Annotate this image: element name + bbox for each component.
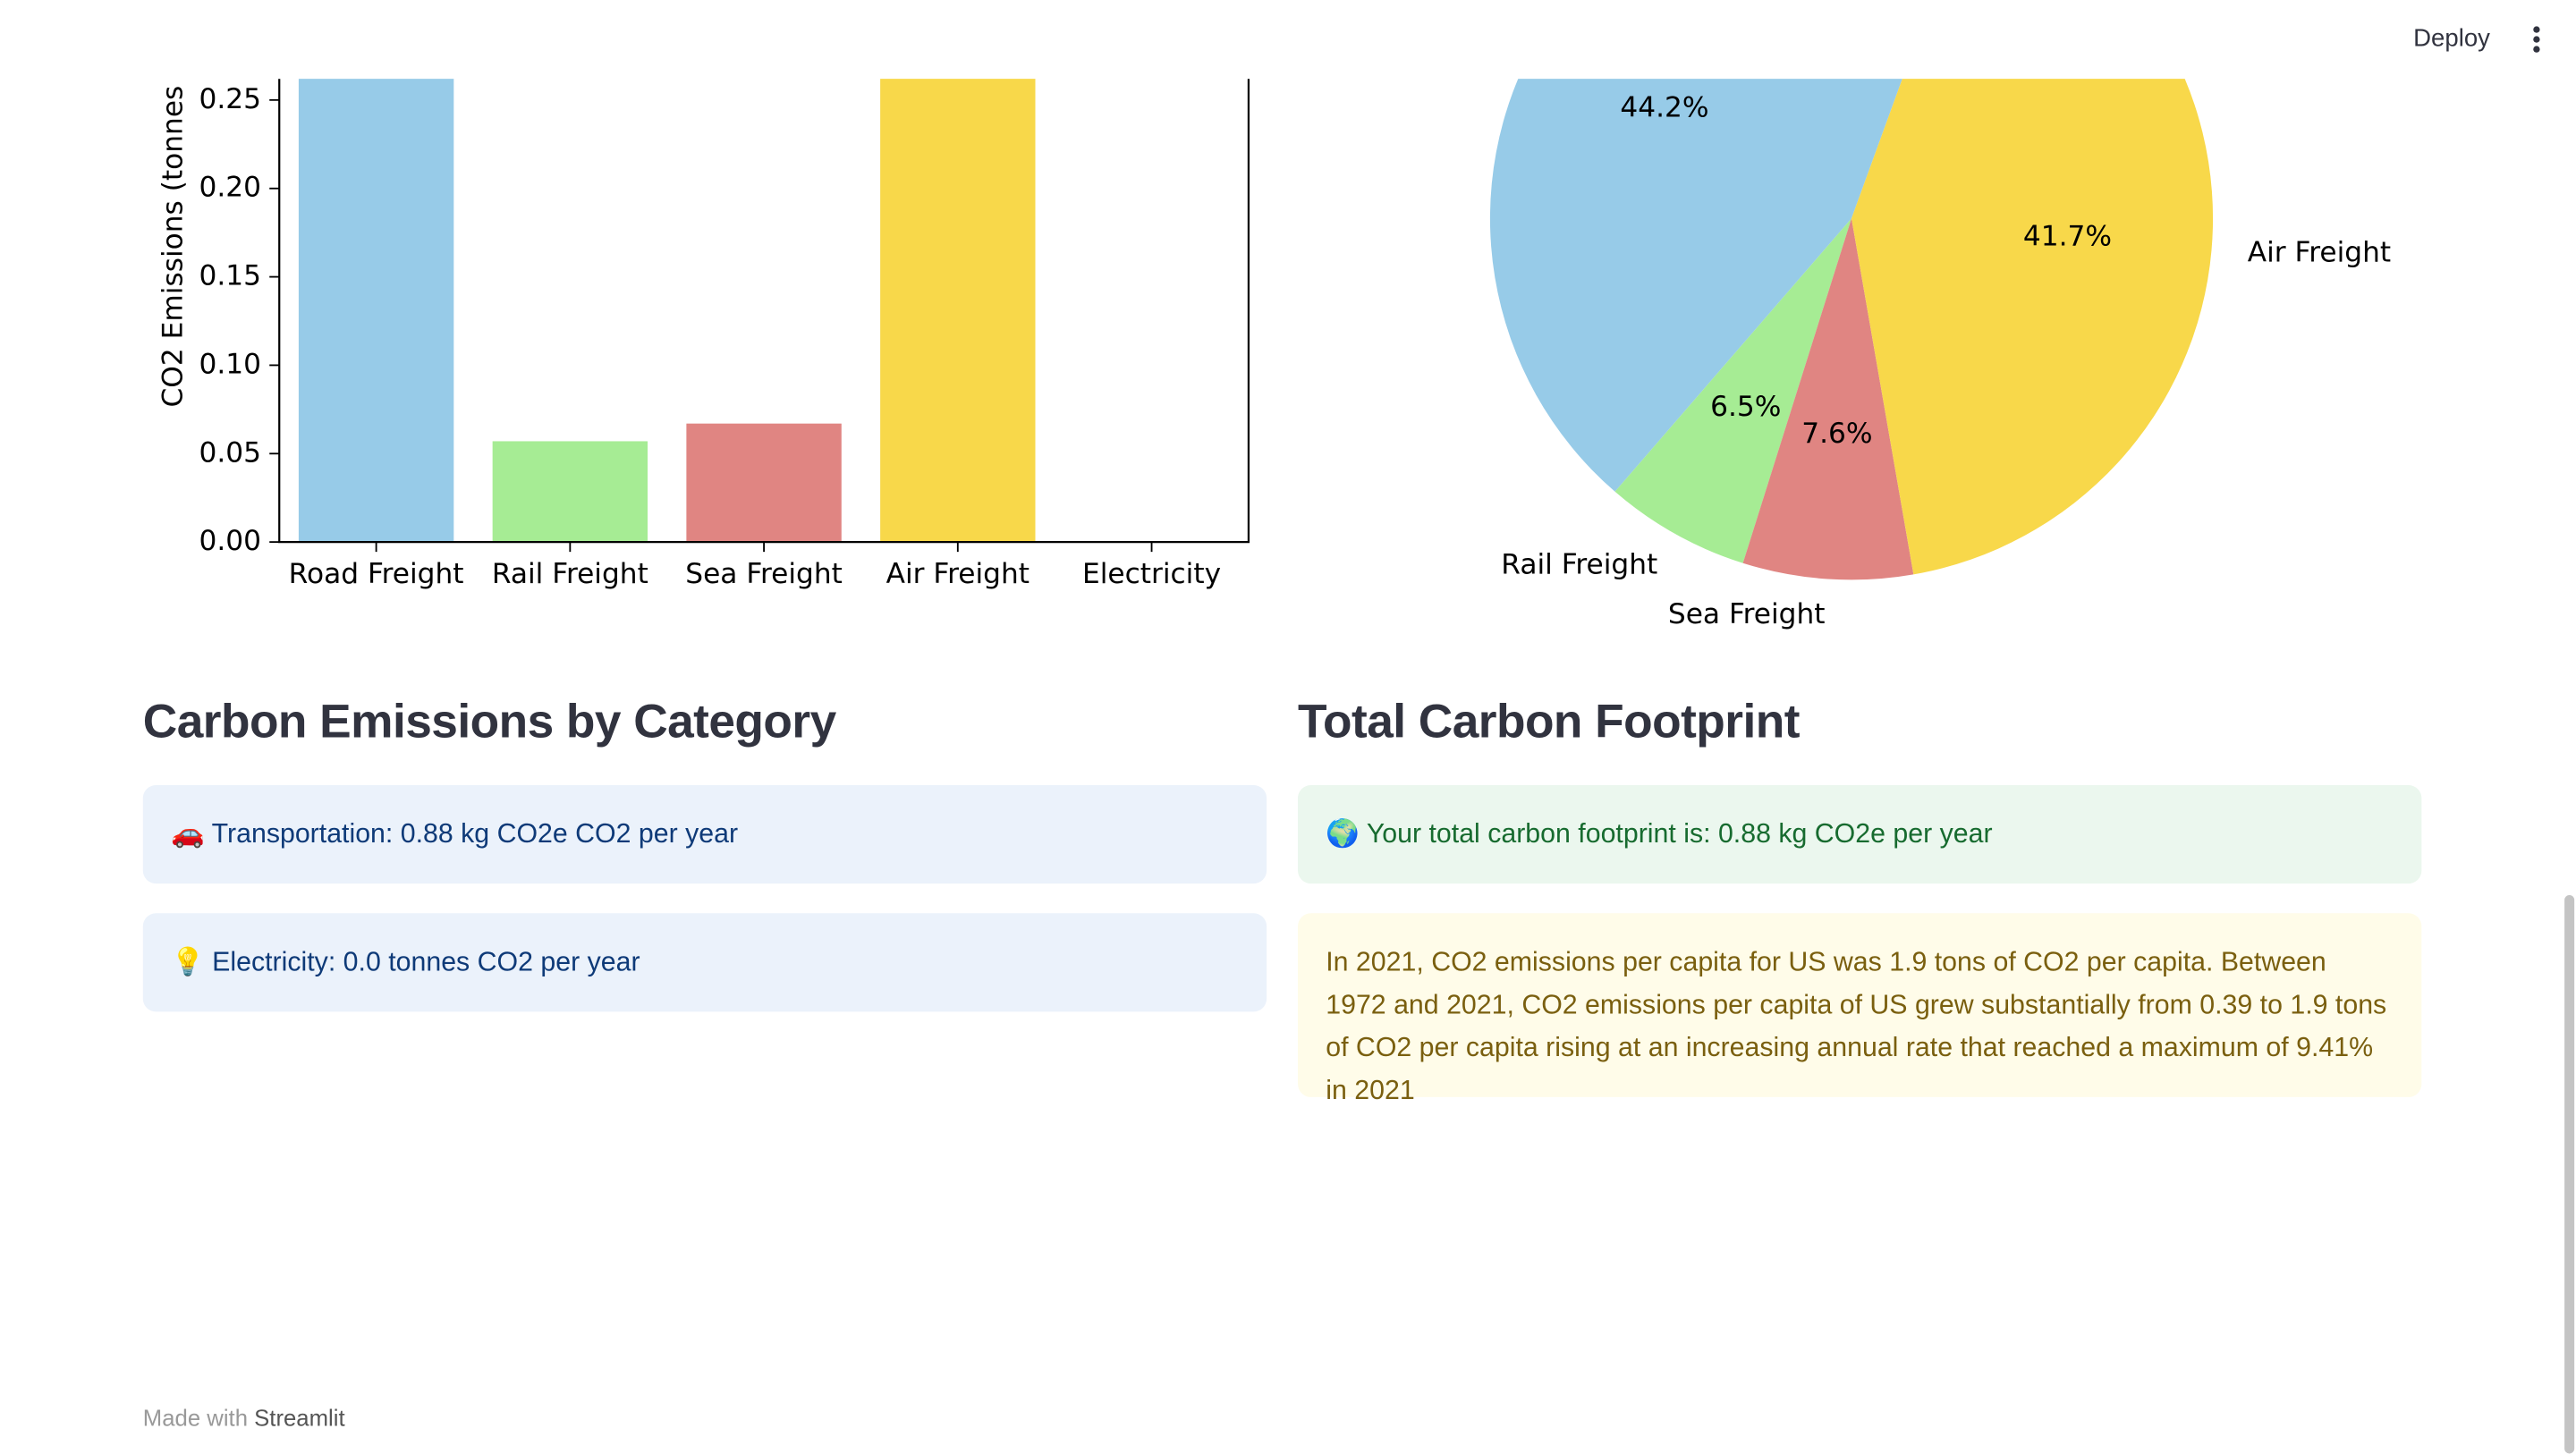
y-tick-label: 0.25 xyxy=(199,83,262,115)
x-tick-label: Electricity xyxy=(1082,558,1221,590)
info-box: 🚗 Transportation: 0.88 kg CO2e CO2 per y… xyxy=(142,784,1267,884)
section-title: Total Carbon Footprint xyxy=(1298,696,1800,749)
pie-slice xyxy=(1489,79,1902,492)
x-tick-label: Sea Freight xyxy=(685,558,843,590)
charts: 0.00 0.05 0.10 0.15 0.20 0.25 Road Freight Rail… xyxy=(157,0,2391,630)
pie-label: Sea Freight xyxy=(1668,598,1826,630)
pie-pct-label: 6.5% xyxy=(1710,391,1781,423)
pie-label: Road Freight xyxy=(1334,0,1509,32)
y-axis-label: CO2 Emissions (tonnes p xyxy=(157,59,190,408)
x-tick-label: Rail Freight xyxy=(492,558,648,590)
pie-slice xyxy=(1742,218,1914,580)
pie-pct-label: 44.2% xyxy=(1620,91,1708,123)
deploy-button[interactable]: Deploy xyxy=(2413,24,2490,53)
footer-text: Made with xyxy=(142,1404,249,1431)
footer: Made with Streamlit xyxy=(143,1404,345,1430)
bar xyxy=(298,79,454,543)
y-tick-label: 0.10 xyxy=(199,348,262,380)
warning-box: In 2021, CO2 emissions per capita for US… xyxy=(1298,913,2422,1105)
menu-icon[interactable] xyxy=(2527,23,2546,56)
section-title: Carbon Emissions by Category xyxy=(142,696,836,749)
pie-slice xyxy=(1851,79,2214,575)
bar xyxy=(686,423,842,543)
x-tick-label: Road Freight xyxy=(289,558,464,590)
pie-pct-label: 0.0% xyxy=(1890,0,1961,30)
footer-link[interactable]: Streamlit xyxy=(254,1404,345,1431)
pie-label: Air Freight xyxy=(2248,236,2391,268)
x-tick-label: Air Freight xyxy=(886,558,1030,590)
pie-slice xyxy=(1614,218,1852,563)
y-tick-label: 0.00 xyxy=(199,525,262,557)
y-tick-label: 0.15 xyxy=(199,260,262,292)
scrollbar xyxy=(2564,895,2575,1454)
bar xyxy=(880,79,1036,543)
info-box: 💡 Electricity: 0.0 tonnes CO2 per year xyxy=(142,913,1267,1012)
success-box: 🌍 Your total carbon footprint is: 0.88 k… xyxy=(1298,784,2422,884)
y-tick-label: 0.20 xyxy=(199,172,262,204)
y-tick-label: 0.05 xyxy=(199,436,262,469)
axis-spine xyxy=(278,79,1250,544)
pie-label: Rail Freight xyxy=(1501,548,1657,580)
pie-pct-label: 7.6% xyxy=(1801,418,1872,450)
bar xyxy=(492,441,648,543)
pie-pct-label: 41.7% xyxy=(2023,221,2112,253)
